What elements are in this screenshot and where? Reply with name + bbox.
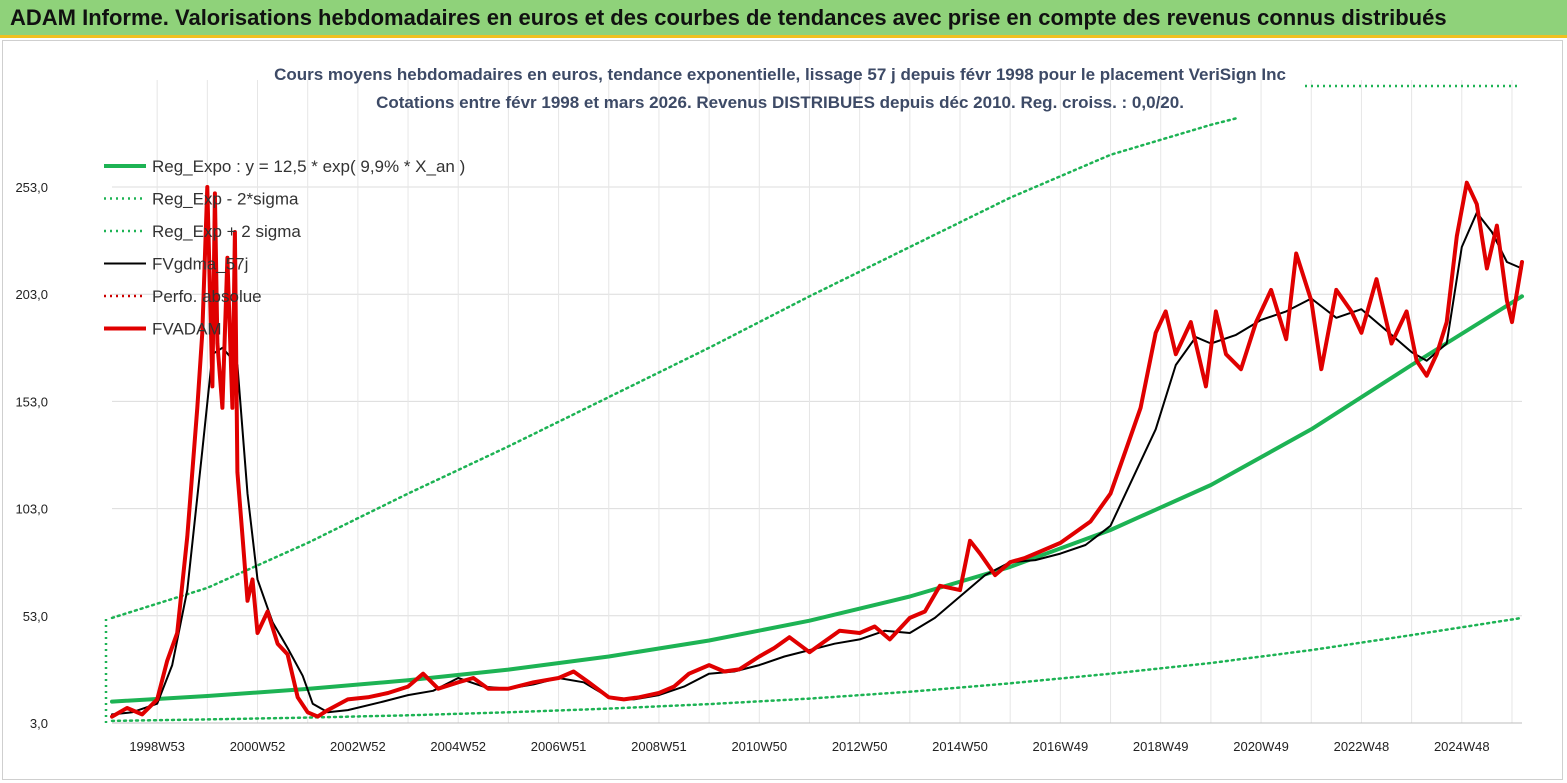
y-tick-label: 153,0 <box>15 394 48 409</box>
legend-label-reg-exp-2-sigma: Reg_Exp + 2 sigma <box>152 222 301 241</box>
legend-label-reg-expo-y-12-5-exp-9-9-x-an: Reg_Expo : y = 12,5 * exp( 9,9% * X_an ) <box>152 157 465 176</box>
series-line-fvadam <box>110 180 1524 719</box>
x-tick-label: 2008W51 <box>631 739 687 754</box>
y-tick-label: 253,0 <box>15 180 48 195</box>
report-title: ADAM Informe. Valorisations hebdomadaire… <box>10 5 1447 30</box>
y-tick-label: 3,0 <box>30 716 48 731</box>
x-tick-label: 2004W52 <box>430 739 486 754</box>
x-tick-label: 2022W48 <box>1334 739 1390 754</box>
x-tick-label: 1998W53 <box>129 739 185 754</box>
x-tick-label: 2002W52 <box>330 739 386 754</box>
chart-frame <box>2 40 1563 780</box>
legend-label-fvgdma-57j: FVgdma_57j <box>152 255 248 274</box>
report-banner: ADAM Informe. Valorisations hebdomadaire… <box>0 0 1567 38</box>
series-line-reg-exp-2-sigma <box>110 117 1238 620</box>
x-tick-label: 2016W49 <box>1033 739 1089 754</box>
x-axis-ticks: 1998W53 2000W52 2002W52 2004W52 2006W51 2008W… <box>129 739 1489 754</box>
y-axis-ticks: 3,0 53,0 103,0 153,0 203,0 253,0 <box>15 180 48 731</box>
legend-label-fvadam: FVADAM <box>152 320 222 339</box>
x-tick-label: 2010W50 <box>731 739 787 754</box>
x-tick-label: 2006W51 <box>531 739 587 754</box>
series-line-reg-exp-2-sigma <box>110 616 1524 723</box>
x-tick-label: 2014W50 <box>932 739 988 754</box>
chart-title: Cours moyens hebdomadaires en euros, ten… <box>274 65 1286 84</box>
series-layer <box>104 84 1524 723</box>
y-tick-label: 203,0 <box>15 287 48 302</box>
x-tick-label: 2024W48 <box>1434 739 1490 754</box>
legend-label-perfo-absolue: Perfo. absolue <box>152 287 262 306</box>
legend-label-reg-exp-2-sigma: Reg_Exp - 2*sigma <box>152 190 299 209</box>
x-tick-label: 2020W49 <box>1233 739 1289 754</box>
x-tick-label: 2012W50 <box>832 739 888 754</box>
series-line-fvgdma-57j <box>111 211 1523 716</box>
y-tick-label: 103,0 <box>15 502 48 517</box>
y-tick-label: 53,0 <box>23 609 48 624</box>
chart-legend: Reg_Expo : y = 12,5 * exp( 9,9% * X_an )… <box>104 157 465 339</box>
chart-subtitle: Cotations entre févr 1998 et mars 2026. … <box>376 93 1184 112</box>
series-line-reg-expo-y-12-5-exp-9-9-x-an <box>110 294 1524 704</box>
x-tick-label: 2000W52 <box>230 739 286 754</box>
x-tick-label: 2018W49 <box>1133 739 1189 754</box>
grid <box>112 80 1522 724</box>
